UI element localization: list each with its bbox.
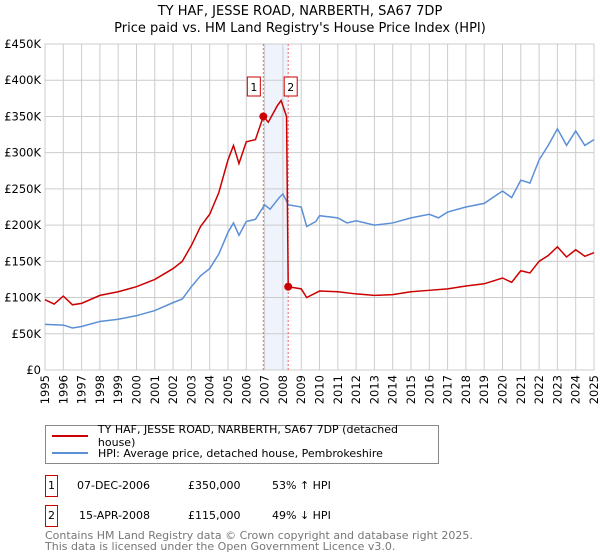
sale-row: 2 15-APR-2008 £115,000 49% ↓ HPI [45,505,445,527]
x-tick-label: 2025 [587,375,600,404]
x-tick-label: 2018 [459,375,473,404]
plot-area: £0 £50K £100K £150K £200K £250K £300K £350K £400… [4,37,600,404]
sale-marker-label: 1 [250,81,257,94]
property-price-line [44,98,595,306]
chart-title: TY HAF, JESSE ROAD, NARBERTH, SA67 7DP [157,4,443,19]
sale-price: £350,000 [188,479,241,492]
legend-item-property: TY HAF, JESSE ROAD, NARBERTH, SA67 7DP (… [52,423,438,449]
x-tick-label: 2021 [514,375,528,404]
x-tick-label: 2003 [184,375,198,404]
sale-price: £115,000 [188,509,241,522]
sale-point [284,282,293,291]
legend-swatch [52,435,88,437]
sale-hpi-diff: 53% ↑ HPI [272,479,331,492]
sale-marker-box [283,76,298,97]
sale-date: 15-APR-2008 [79,509,151,522]
x-tick-label: 2009 [294,375,308,404]
x-tick-label: 2024 [569,375,583,404]
sale-marker-label: 2 [287,81,294,94]
x-tick-label: 2023 [550,375,564,404]
y-tick-label: £150K [4,254,41,268]
x-tick-label: 2007 [258,375,272,404]
legend-item-hpi: HPI: Average price, detached house, Pemb… [52,445,383,461]
sale-date: 07-DEC-2006 [77,479,151,492]
x-tick-label: 2022 [532,375,546,404]
sale-marker-label: 1 [45,475,58,497]
sale-point [259,112,268,121]
chart-subtitle: Price paid vs. HM Land Registry's House … [114,21,486,36]
x-tick-label: 2012 [349,375,363,404]
x-tick-label: 2010 [313,375,327,404]
x-tick-label: 1999 [111,375,125,404]
x-tick-label: 2008 [276,375,290,404]
y-tick-label: £0 [26,363,41,377]
y-tick-label: £300K [4,146,41,160]
x-tick-label: 2014 [386,375,400,404]
y-tick-label: £200K [4,218,41,232]
x-tick-label: 2019 [477,375,491,404]
x-tick-label: 2013 [367,375,381,404]
x-tick-label: 1998 [93,375,107,404]
sale-marker-label: 2 [45,505,58,527]
x-tick-label: 2016 [422,375,436,404]
legend-swatch [52,452,88,454]
footer-line: Contains HM Land Registry data © Crown c… [45,529,473,542]
x-tick-label: 1995 [38,375,52,404]
x-tick-label: 2006 [239,375,253,404]
y-tick-label: £100K [4,291,41,305]
legend-label: HPI: Average price, detached house, Pemb… [98,446,383,460]
y-tick-label: £400K [4,73,41,87]
plot-border [44,43,595,371]
hpi-line [44,127,595,329]
x-tick-label: 2015 [404,375,418,404]
sale-row: 1 07-DEC-2006 £350,000 53% ↑ HPI [45,475,445,497]
x-tick-label: 2005 [221,375,235,404]
x-tick-label: 2001 [148,375,162,404]
x-tick-label: 1997 [75,375,89,404]
x-tick-label: 2011 [331,375,345,404]
x-tick-label: 2004 [203,375,217,404]
footer-line: This data is licensed under the Open Gov… [45,540,396,553]
sale-hpi-diff: 49% ↓ HPI [272,509,331,522]
x-tick-label: 2017 [441,375,455,404]
y-tick-label: £250K [4,182,41,196]
legend-label: TY HAF, JESSE ROAD, NARBERTH, SA67 7DP (… [97,423,399,449]
x-tick-label: 2002 [166,375,180,404]
y-tick-label: £450K [4,37,41,51]
y-tick-label: £350K [4,109,41,123]
legend: TY HAF, JESSE ROAD, NARBERTH, SA67 7DP (… [45,423,439,464]
sale-marker-box [246,76,261,97]
footer: Contains HM Land Registry data © Crown c… [45,530,473,552]
y-tick-label: £50K [12,327,42,341]
x-tick-label: 1996 [56,375,70,404]
x-tick-label: 2020 [496,375,510,404]
x-tick-label: 2000 [130,375,144,404]
